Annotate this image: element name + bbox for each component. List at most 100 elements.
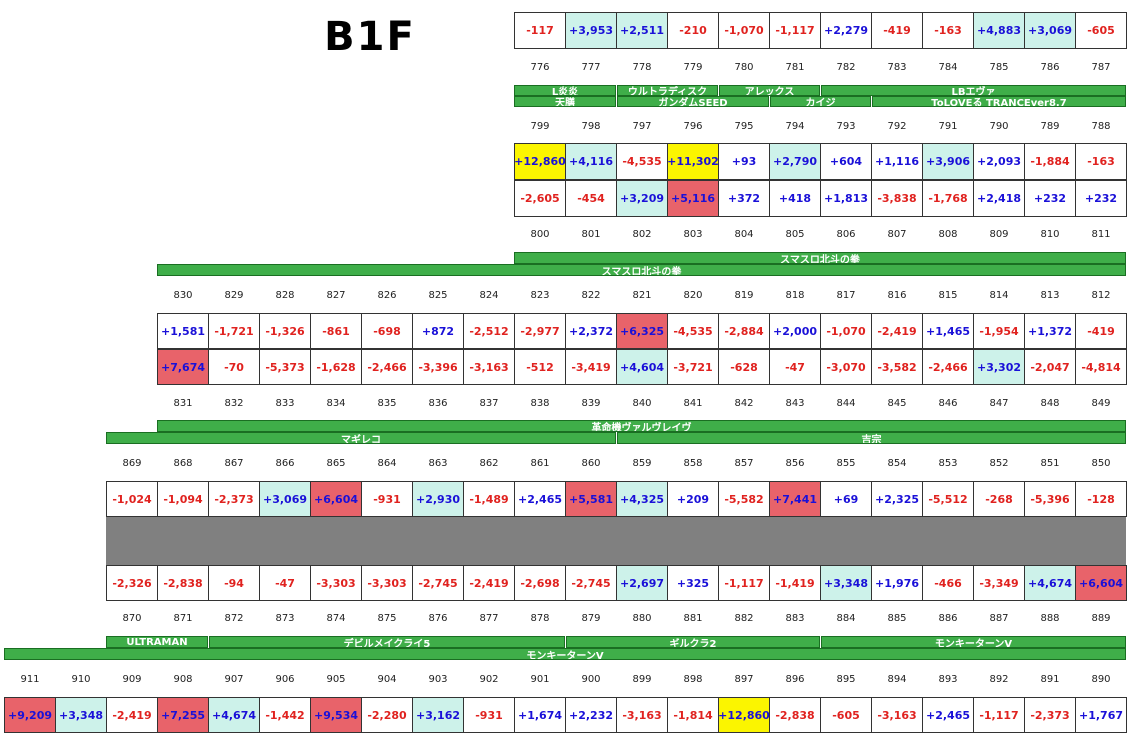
diff-cell: +9,534: [310, 697, 362, 733]
machine-number: 824: [479, 289, 499, 301]
diff-cell: +12,860: [514, 143, 566, 180]
machine-number: 870: [122, 613, 142, 624]
machine-number: 838: [530, 397, 550, 409]
diff-cell: -1,628: [310, 349, 362, 385]
machine-number: 882: [734, 613, 754, 624]
diff-cell: -1,489: [463, 481, 515, 517]
diff-cell: +3,069: [1024, 12, 1076, 49]
machine-number: 834: [326, 397, 346, 409]
diff-cell: -5,396: [1024, 481, 1076, 517]
machine-number: 890: [1091, 673, 1111, 685]
machine-number: 830: [173, 289, 193, 301]
machine-number: 787: [1091, 62, 1111, 73]
machine-number: 810: [1040, 229, 1060, 240]
machine-band-b-monkey1: モンキーターンV: [821, 636, 1126, 648]
machine-number: 791: [938, 120, 958, 132]
diff-cell: -605: [1075, 12, 1127, 49]
diff-cell: -1,768: [922, 180, 974, 217]
diff-cell: -3,163: [463, 349, 515, 385]
diff-cell: +1,767: [1075, 697, 1127, 733]
machine-band-b-l-enen: L炎炎: [514, 85, 616, 96]
machine-number: 856: [785, 457, 805, 469]
diff-cell: +4,325: [616, 481, 668, 517]
aisle-divider: [106, 517, 1126, 565]
machine-number: 790: [989, 120, 1009, 132]
diff-cell: -3,419: [565, 349, 617, 385]
machine-number: 808: [938, 229, 958, 240]
diff-cell: +1,674: [514, 697, 566, 733]
machine-number: 809: [989, 229, 1009, 240]
machine-number: 871: [173, 613, 193, 624]
machine-number: 820: [683, 289, 703, 301]
diff-cell: -2,605: [514, 180, 566, 217]
machine-number: 909: [122, 673, 142, 685]
machine-number: 835: [377, 397, 397, 409]
diff-cell: -268: [973, 481, 1025, 517]
machine-number: 867: [224, 457, 244, 469]
diff-cell: -698: [361, 313, 413, 349]
diff-cell: +232: [1024, 180, 1076, 217]
machine-band-b-ultra: ウルトラディスク: [617, 85, 718, 96]
diff-cell: -3,303: [361, 565, 413, 601]
machine-number: 779: [683, 62, 703, 73]
diff-cell: -2,466: [922, 349, 974, 385]
machine-number: 885: [887, 613, 907, 624]
diff-cell: -1,954: [973, 313, 1025, 349]
machine-band-b-alex: アレックス: [719, 85, 820, 96]
machine-number: 781: [785, 62, 805, 73]
machine-number: 776: [530, 62, 550, 73]
diff-cell: -163: [1075, 143, 1127, 180]
machine-number: 861: [530, 457, 550, 469]
machine-number: 884: [836, 613, 856, 624]
diff-cell: +7,441: [769, 481, 821, 517]
machine-band-b-monkey2: モンキーターンV: [4, 648, 1126, 660]
machine-number: 908: [173, 673, 193, 685]
diff-cell: -70: [208, 349, 260, 385]
machine-number: 837: [479, 397, 499, 409]
machine-number: 836: [428, 397, 448, 409]
machine-number: 902: [479, 673, 499, 685]
machine-number: 888: [1040, 613, 1060, 624]
machine-number: 831: [173, 397, 193, 409]
diff-cell: +6,325: [616, 313, 668, 349]
machine-number: 864: [377, 457, 397, 469]
diff-cell: +4,604: [616, 349, 668, 385]
diff-cell: -210: [667, 12, 719, 49]
machine-number: 851: [1040, 457, 1060, 469]
diff-cell: -2,419: [463, 565, 515, 601]
machine-number: 807: [887, 229, 907, 240]
diff-cell: -4,814: [1075, 349, 1127, 385]
diff-cell: -5,582: [718, 481, 770, 517]
machine-number: 894: [887, 673, 907, 685]
machine-number: 904: [377, 673, 397, 685]
machine-number: 816: [887, 289, 907, 301]
diff-cell: -2,047: [1024, 349, 1076, 385]
diff-cell: -5,373: [259, 349, 311, 385]
machine-number: 827: [326, 289, 346, 301]
machine-number: 806: [836, 229, 856, 240]
machine-number: 848: [1040, 397, 1060, 409]
diff-cell: -1,419: [769, 565, 821, 601]
machine-number: 877: [479, 613, 499, 624]
diff-cell: -1,721: [208, 313, 260, 349]
diff-cell: -2,884: [718, 313, 770, 349]
diff-cell: -1,024: [106, 481, 158, 517]
diff-cell: +2,232: [565, 697, 617, 733]
machine-number: 817: [836, 289, 856, 301]
diff-cell: +2,511: [616, 12, 668, 49]
machine-number: 796: [683, 120, 703, 132]
diff-cell: +69: [820, 481, 872, 517]
machine-number: 780: [734, 62, 754, 73]
machine-number: 813: [1040, 289, 1060, 301]
diff-cell: +3,069: [259, 481, 311, 517]
diff-cell: +1,116: [871, 143, 923, 180]
machine-number: 859: [632, 457, 652, 469]
diff-cell: -3,582: [871, 349, 923, 385]
machine-number: 865: [326, 457, 346, 469]
machine-number: 910: [71, 673, 91, 685]
machine-number: 785: [989, 62, 1009, 73]
diff-cell: +2,279: [820, 12, 872, 49]
machine-number: 782: [836, 62, 856, 73]
machine-number: 823: [530, 289, 550, 301]
machine-number: 840: [632, 397, 652, 409]
